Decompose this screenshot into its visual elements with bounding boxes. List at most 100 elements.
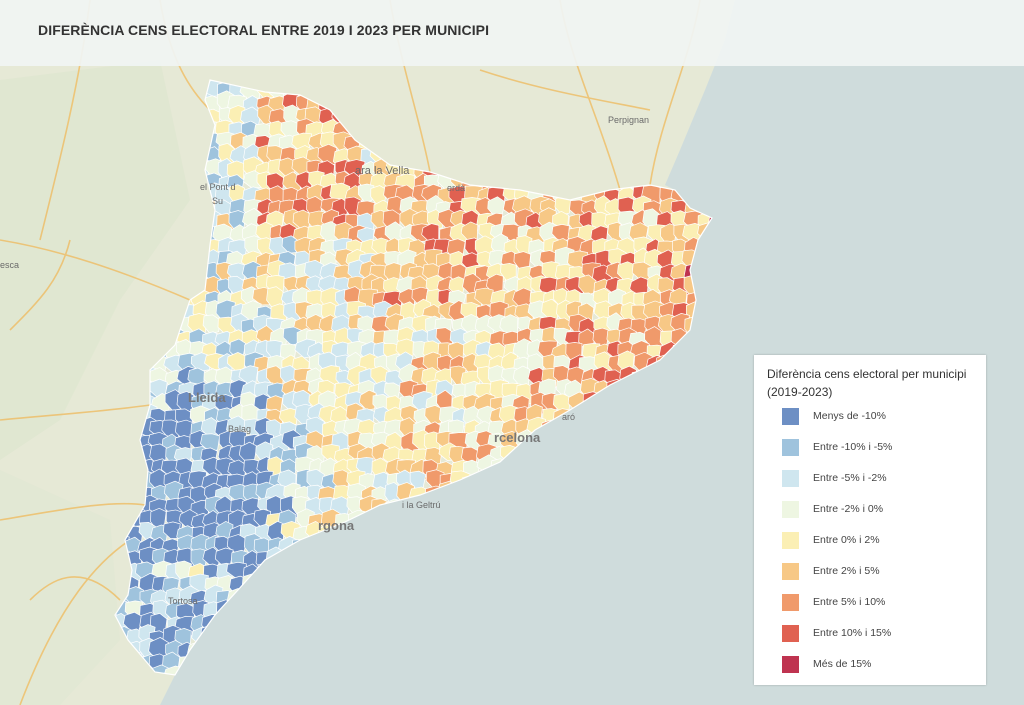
municipality[interactable]	[655, 663, 674, 684]
municipality[interactable]	[241, 629, 262, 651]
municipality[interactable]	[708, 211, 726, 231]
municipality[interactable]	[371, 651, 390, 674]
municipality[interactable]	[709, 171, 729, 195]
municipality[interactable]	[201, 656, 222, 677]
municipality[interactable]	[709, 184, 728, 208]
municipality[interactable]	[695, 641, 715, 665]
municipality[interactable]	[591, 445, 613, 467]
municipality[interactable]	[307, 627, 327, 651]
municipality[interactable]	[606, 548, 624, 571]
municipality[interactable]	[503, 455, 524, 476]
municipality[interactable]	[658, 599, 680, 622]
municipality[interactable]	[385, 551, 407, 572]
municipality[interactable]	[514, 653, 535, 671]
municipality[interactable]	[616, 511, 635, 534]
municipality[interactable]	[581, 497, 601, 519]
municipality[interactable]	[646, 367, 665, 387]
municipality[interactable]	[230, 681, 250, 703]
municipality[interactable]	[622, 395, 639, 416]
municipality[interactable]	[396, 652, 416, 674]
municipality[interactable]	[396, 551, 416, 575]
municipality[interactable]	[395, 523, 416, 545]
municipality[interactable]	[294, 665, 313, 687]
municipality[interactable]	[710, 288, 730, 310]
municipality[interactable]	[461, 538, 479, 559]
municipality[interactable]	[489, 480, 510, 502]
municipality[interactable]	[711, 404, 729, 428]
municipality[interactable]	[319, 640, 340, 661]
municipality[interactable]	[501, 486, 523, 509]
municipality[interactable]	[410, 681, 429, 699]
municipality[interactable]	[385, 559, 406, 578]
municipality[interactable]	[504, 590, 523, 612]
municipality[interactable]	[358, 524, 375, 546]
municipality[interactable]	[552, 524, 570, 543]
municipality[interactable]	[513, 521, 535, 546]
municipality[interactable]	[606, 534, 624, 556]
municipality[interactable]	[647, 602, 667, 624]
municipality[interactable]	[695, 264, 713, 285]
municipality[interactable]	[710, 325, 731, 349]
municipality[interactable]	[604, 601, 627, 625]
municipality[interactable]	[604, 407, 624, 426]
municipality[interactable]	[706, 444, 724, 467]
municipality[interactable]	[670, 641, 691, 661]
municipality[interactable]	[500, 470, 517, 490]
municipality[interactable]	[619, 523, 639, 544]
municipality[interactable]	[229, 624, 249, 647]
municipality[interactable]	[201, 614, 220, 635]
municipality[interactable]	[538, 588, 559, 608]
municipality[interactable]	[385, 615, 405, 636]
municipality[interactable]	[655, 470, 674, 494]
municipality[interactable]	[694, 429, 714, 453]
municipality[interactable]	[632, 394, 652, 417]
municipality[interactable]	[667, 651, 688, 673]
municipality[interactable]	[489, 538, 506, 560]
municipality[interactable]	[473, 560, 493, 581]
municipality[interactable]	[567, 536, 589, 561]
municipality[interactable]	[371, 536, 390, 557]
municipality[interactable]	[644, 432, 665, 454]
municipality[interactable]	[579, 444, 596, 464]
municipality[interactable]	[501, 613, 521, 632]
municipality[interactable]	[422, 628, 442, 648]
municipality[interactable]	[347, 575, 366, 597]
municipality[interactable]	[264, 663, 285, 681]
municipality[interactable]	[435, 600, 455, 623]
municipality[interactable]	[683, 586, 702, 608]
municipality[interactable]	[462, 485, 482, 506]
municipality[interactable]	[320, 649, 340, 673]
municipality[interactable]	[603, 576, 623, 595]
municipality[interactable]	[578, 573, 596, 597]
municipality[interactable]	[657, 572, 676, 595]
municipality[interactable]	[634, 588, 652, 612]
municipality[interactable]	[606, 615, 626, 636]
municipality[interactable]	[527, 589, 547, 609]
municipality[interactable]	[709, 547, 730, 570]
municipality[interactable]	[569, 513, 587, 535]
municipality[interactable]	[306, 678, 325, 700]
municipality[interactable]	[383, 601, 401, 625]
municipality[interactable]	[658, 520, 678, 543]
municipality[interactable]	[268, 625, 288, 647]
municipality[interactable]	[372, 546, 391, 569]
municipality[interactable]	[413, 624, 432, 648]
municipality[interactable]	[671, 457, 693, 480]
municipality[interactable]	[538, 444, 557, 465]
municipality[interactable]	[385, 639, 405, 658]
municipality[interactable]	[681, 627, 700, 652]
municipality[interactable]	[694, 444, 713, 466]
municipality[interactable]	[593, 524, 615, 545]
municipality[interactable]	[589, 496, 610, 518]
municipality[interactable]	[514, 573, 533, 596]
municipality[interactable]	[552, 601, 572, 621]
municipality[interactable]	[383, 666, 401, 689]
municipality[interactable]	[698, 274, 716, 293]
municipality[interactable]	[658, 679, 678, 699]
municipality[interactable]	[187, 641, 208, 661]
municipality[interactable]	[384, 588, 406, 611]
municipality[interactable]	[271, 680, 287, 699]
municipality[interactable]	[671, 494, 693, 517]
municipality[interactable]	[489, 654, 509, 674]
municipality[interactable]	[683, 133, 703, 155]
